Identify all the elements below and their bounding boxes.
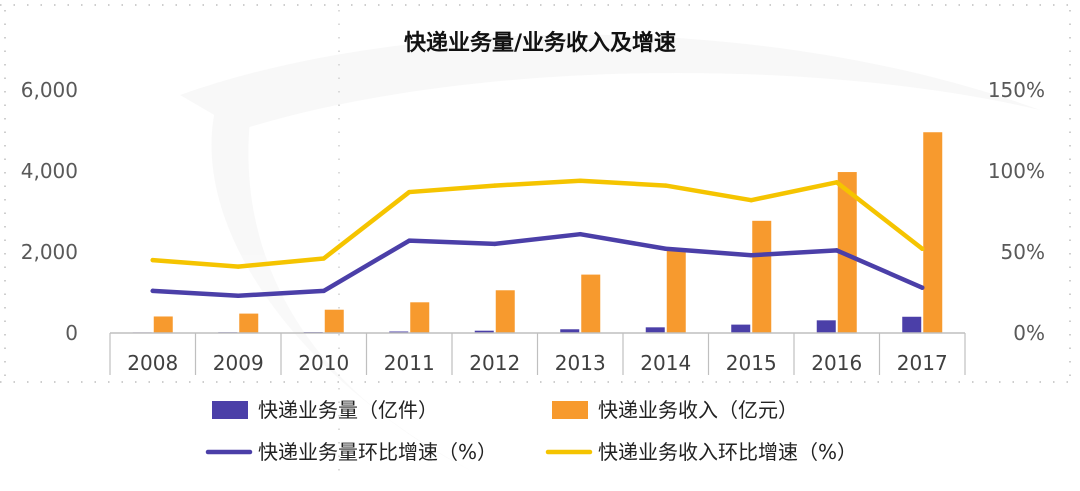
x-tick-label-2014: 2014 bbox=[640, 351, 691, 375]
plot-area: 0 2,000 4,000 6,000 0% 50% 100% 150% 2008 2009 201… bbox=[21, 78, 1045, 375]
line-point-3-2016 bbox=[834, 180, 839, 185]
line-point-3-2012 bbox=[492, 183, 497, 188]
x-tick-label-2009: 2009 bbox=[213, 351, 264, 375]
background-swoosh bbox=[180, 34, 1040, 470]
x-tick-label-2008: 2008 bbox=[127, 351, 178, 375]
legend-label-3: 快递业务收入环比增速（%） bbox=[598, 440, 857, 464]
line-point-3-2008 bbox=[150, 257, 155, 263]
chart-title: 快递业务量/业务收入及增速 bbox=[404, 30, 676, 56]
legend-swatch-0 bbox=[212, 401, 248, 419]
bar-series-1-2011 bbox=[410, 302, 430, 333]
x-tick-label-2016: 2016 bbox=[811, 351, 862, 375]
bar-series-1-2013 bbox=[581, 274, 601, 333]
line-series-2 bbox=[150, 231, 925, 298]
bar-series-0-2016 bbox=[816, 320, 836, 333]
bar-series-1-2009 bbox=[239, 313, 259, 333]
y-right-tick-label: 0% bbox=[1013, 321, 1045, 345]
x-tick-label-2010: 2010 bbox=[298, 351, 349, 375]
line-point-3-2015 bbox=[749, 197, 754, 203]
y-left-tick-label: 2,000 bbox=[21, 240, 78, 264]
line-point-2-2012 bbox=[492, 241, 497, 247]
x-tick-label-2017: 2017 bbox=[897, 351, 948, 375]
bar-series-1-2014 bbox=[666, 250, 686, 333]
line-point-2-2011 bbox=[407, 238, 412, 243]
line-point-3-2010 bbox=[321, 256, 326, 261]
legend-label-2: 快递业务量环比增速（%） bbox=[258, 440, 497, 464]
line-point-2-2009 bbox=[236, 293, 241, 298]
line-point-2-2015 bbox=[749, 253, 754, 258]
line-point-2-2010 bbox=[321, 288, 326, 294]
line-point-2-2008 bbox=[150, 288, 155, 294]
bar-series-1-2012 bbox=[495, 290, 515, 333]
bar-series-1-2010 bbox=[324, 309, 344, 333]
line-point-3-2017 bbox=[920, 246, 925, 251]
x-tick-label-2015: 2015 bbox=[726, 351, 777, 375]
bar-series-0-2012 bbox=[474, 330, 494, 333]
bar-series-1-2017 bbox=[923, 132, 943, 333]
y-left-tick-label: 6,000 bbox=[21, 78, 78, 102]
line-point-3-2011 bbox=[407, 189, 412, 195]
line-point-2-2014 bbox=[663, 246, 668, 251]
line-point-3-2014 bbox=[663, 183, 668, 188]
legend-label-0: 快递业务量（亿件） bbox=[258, 398, 438, 422]
x-tick-label-2012: 2012 bbox=[469, 351, 520, 375]
y-right-tick-label: 100% bbox=[988, 159, 1045, 183]
x-tick-label-2013: 2013 bbox=[555, 351, 606, 375]
y-right-tick-label: 150% bbox=[988, 78, 1045, 102]
bar-series-1-2008 bbox=[153, 316, 173, 333]
legend: 快递业务量（亿件） 快递业务收入（亿元） 快递业务量环比增速（%） 快递业务收入环比增… bbox=[205, 398, 857, 464]
line-point-3-2013 bbox=[578, 178, 583, 183]
line-series-3 bbox=[150, 178, 925, 269]
line-point-3-2009 bbox=[236, 264, 241, 269]
bar-series-0-2017 bbox=[902, 316, 922, 333]
y-left-tick-label: 0 bbox=[65, 321, 78, 345]
y-left-tick-label: 4,000 bbox=[21, 159, 78, 183]
bar-series-0-2015 bbox=[731, 324, 751, 333]
line-point-2-2016 bbox=[834, 248, 839, 253]
bar-series-1-2015 bbox=[752, 220, 772, 333]
line-point-2-2017 bbox=[920, 285, 925, 290]
bar-series-0-2013 bbox=[560, 329, 580, 333]
x-tick-label-2011: 2011 bbox=[384, 351, 435, 375]
y-right-tick-label: 50% bbox=[1001, 240, 1045, 264]
bar-series-0-2014 bbox=[645, 327, 665, 333]
legend-swatch-1 bbox=[552, 401, 588, 419]
legend-label-1: 快递业务收入（亿元） bbox=[598, 398, 798, 422]
line-point-2-2013 bbox=[578, 231, 583, 237]
